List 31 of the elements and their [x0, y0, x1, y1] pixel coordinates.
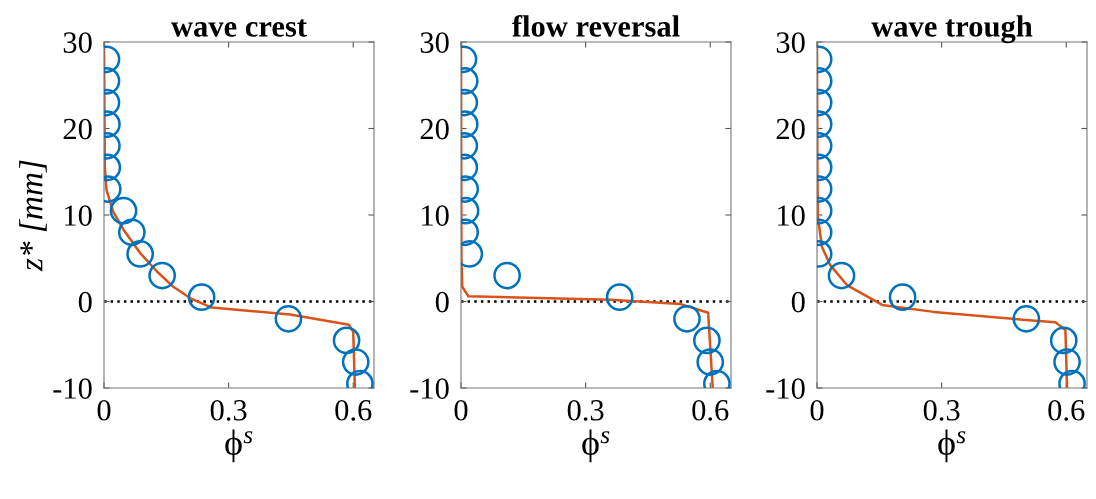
y-tick-label: 10	[65, 205, 92, 226]
y-tick-label: -10	[53, 378, 92, 399]
x-axis-title: ϕ$^{s}$	[582, 429, 610, 463]
x-tick-label: 0.3	[210, 399, 247, 421]
x-tick-label: 0	[97, 399, 111, 421]
x-axis-title: ϕ$^{s}$	[225, 429, 253, 463]
x-tick-label: 0	[810, 399, 824, 421]
chart-title: wave trough	[871, 15, 1033, 44]
y-tick-label: 30	[63, 32, 92, 53]
x-tick-label: 0.3	[923, 399, 960, 421]
y-tick-label: 10	[422, 205, 449, 226]
y-tick-label: 30	[420, 32, 449, 53]
x-axis-title: ϕ$^{s}$	[938, 429, 966, 463]
y-tick-label: 20	[776, 118, 805, 140]
y-tick-label: 10	[778, 205, 805, 226]
y-tick-label: 0	[435, 291, 449, 313]
y-tick-label: 20	[63, 118, 92, 140]
chart-title: wave crest	[171, 19, 307, 37]
y-tick-label: 30	[776, 32, 805, 53]
y-tick-label: -10	[410, 378, 449, 399]
y-tick-label: 0	[791, 291, 805, 313]
x-tick-label: 0.3	[567, 399, 604, 421]
y-tick-label: 20	[420, 118, 449, 140]
x-tick-label: 0.6	[335, 399, 372, 421]
y-axis-title: z* [mm]	[19, 160, 47, 272]
x-tick-label: 0.6	[692, 399, 729, 421]
x-tick-label: 0.6	[1048, 399, 1085, 421]
x-tick-label: 0	[454, 399, 468, 421]
y-tick-label: 0	[78, 291, 92, 313]
y-tick-label: -10	[766, 378, 805, 399]
chart-title: flow reversal	[512, 14, 680, 37]
